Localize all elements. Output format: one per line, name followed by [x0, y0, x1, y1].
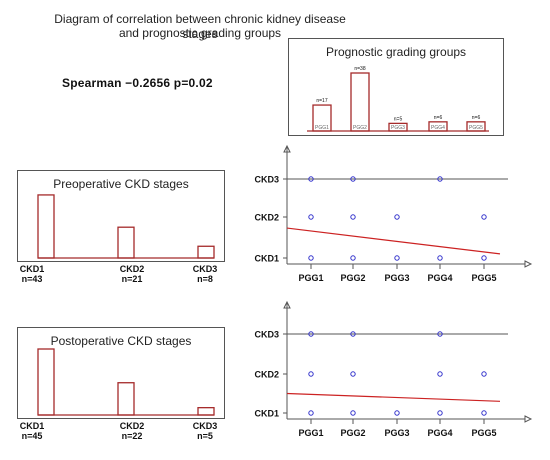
ckd-category-label: CKD2 n=21 [116, 264, 148, 284]
ckd-category-label: CKD1 n=43 [16, 264, 48, 284]
x-tick-label: PGG2 [340, 273, 365, 283]
scatter-point [437, 255, 443, 261]
y-tick-label: CKD3 [254, 175, 279, 185]
ckd-bar [117, 382, 135, 416]
pgg-bar-chart: n=17 PGG1 n=38 PGG2 n=5 PGG3 n=6 PGG4 n=6 PGG5 [307, 66, 489, 132]
x-tick-label: PGG3 [384, 273, 409, 283]
scatter-point [308, 331, 314, 337]
x-axis-arrow [524, 260, 533, 268]
scatter-point [308, 255, 314, 261]
scatter-point [308, 410, 314, 416]
y-tick-label: CKD2 [254, 370, 279, 380]
pgg-category-label: PGG3 [391, 125, 405, 131]
ckd-category-count: n=45 [21, 431, 43, 441]
scatter-point [308, 176, 314, 182]
scatter-point [350, 255, 356, 261]
y-tick-label: CKD3 [254, 330, 279, 340]
x-tick-label: PGG5 [471, 428, 496, 438]
ckd-category-count: n=5 [197, 431, 213, 441]
scatter-point [437, 371, 443, 377]
pgg-category-label: PGG4 [431, 125, 445, 131]
y-axis-arrow [283, 144, 291, 153]
x-tick-label: PGG4 [427, 428, 452, 438]
postop-panel: Postoperative CKD stages [17, 327, 225, 419]
pgg-bar-count-label: n=38 [354, 66, 365, 72]
pgg-category-label: PGG2 [353, 125, 367, 131]
ckd-category-count: n=8 [197, 274, 213, 284]
ckd-category-name: CKD1 [19, 264, 45, 274]
ckd-category-name: CKD1 [19, 421, 45, 431]
spearman-statistic: Spearman −0.2656 p=0.02 [62, 76, 213, 90]
x-tick-label: PGG1 [298, 273, 323, 283]
ckd-category-name: CKD3 [192, 264, 218, 274]
ckd-bar [37, 348, 55, 416]
pgg-bar [350, 72, 370, 132]
x-tick-label: PGG5 [471, 273, 496, 283]
ckd-bar [197, 407, 215, 416]
ckd-category-label: CKD3 n=5 [189, 421, 221, 441]
ckd-category-name: CKD3 [192, 421, 218, 431]
x-axis-arrow [524, 415, 533, 423]
figure-title-line2: and prognostic grading groups [118, 26, 282, 40]
scatter-point [394, 255, 400, 261]
ckd-category-count: n=43 [21, 274, 43, 284]
x-tick-label: PGG2 [340, 428, 365, 438]
scatter-point [437, 331, 443, 337]
x-tick-label: PGG4 [427, 273, 452, 283]
scatter-point [350, 371, 356, 377]
scatter-point [481, 410, 487, 416]
ckd-bar [37, 194, 55, 259]
y-tick-label: CKD1 [254, 254, 279, 264]
pgg-bar-count-label: n=6 [434, 115, 443, 121]
preop-panel-title: Preoperative CKD stages [53, 177, 189, 191]
scatter-point [308, 214, 314, 220]
ckd-category-label: CKD2 n=22 [116, 421, 148, 441]
scatter-point [350, 331, 356, 337]
preop-bar-chart [37, 194, 215, 259]
pgg-bar [388, 122, 408, 132]
scatter-point [437, 176, 443, 182]
scatter-point [350, 176, 356, 182]
scatter-point [481, 214, 487, 220]
pgg-category-label: PGG1 [315, 125, 329, 131]
pgg-bar-count-label: n=6 [472, 115, 481, 121]
pgg-panel: Prognostic grading groups n=17 PGG1 n=38 PG… [288, 38, 504, 136]
scatter-point [481, 371, 487, 377]
preop-panel: Preoperative CKD stages [17, 170, 225, 262]
pgg-bar [466, 121, 486, 132]
x-tick-label: PGG1 [298, 428, 323, 438]
ckd-category-label: CKD1 n=45 [16, 421, 48, 441]
postop-bar-chart [37, 348, 215, 416]
scatter-point [350, 214, 356, 220]
ckd-bar [197, 245, 215, 259]
pgg-bar-count-label: n=17 [316, 98, 327, 104]
ckd-bar [117, 226, 135, 259]
pgg-panel-title: Prognostic grading groups [325, 45, 467, 59]
y-tick-label: CKD2 [254, 213, 279, 223]
pgg-category-label: PGG5 [469, 125, 483, 131]
scatter-point [308, 371, 314, 377]
y-tick-label: CKD1 [254, 409, 279, 419]
pgg-bar-count-label: n=5 [394, 116, 403, 122]
scatter-point [394, 410, 400, 416]
trend-line [286, 392, 501, 402]
ckd-category-label: CKD3 n=8 [189, 264, 221, 284]
figure-title-line1: Diagram of correlation between chronic k… [54, 12, 346, 41]
ckd-category-count: n=21 [121, 274, 143, 284]
ckd-category-name: CKD2 [119, 264, 145, 274]
ckd-category-name: CKD2 [119, 421, 145, 431]
ckd-category-count: n=22 [121, 431, 143, 441]
postop-panel-title: Postoperative CKD stages [50, 334, 192, 348]
scatter-point [481, 255, 487, 261]
y-axis-arrow [283, 300, 291, 309]
pgg-bar [428, 121, 448, 132]
scatter-point [394, 214, 400, 220]
x-tick-label: PGG3 [384, 428, 409, 438]
pgg-bar [312, 104, 332, 132]
trend-line [286, 227, 501, 255]
scatter-point [437, 410, 443, 416]
scatter-point [350, 410, 356, 416]
